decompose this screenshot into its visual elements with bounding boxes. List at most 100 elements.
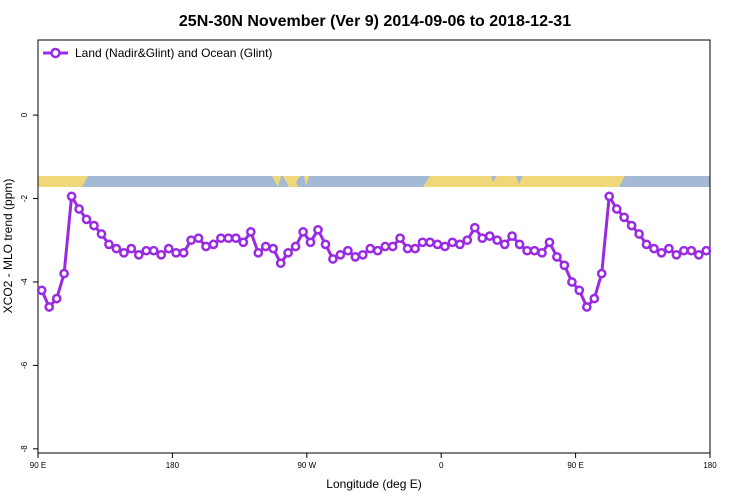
data-point xyxy=(552,252,562,262)
data-point xyxy=(313,224,323,235)
data-point xyxy=(126,243,137,254)
data-point xyxy=(208,239,219,250)
data-point xyxy=(641,239,652,250)
x-axis-title: Longitude (deg E) xyxy=(326,477,421,491)
data-point xyxy=(119,247,129,258)
data-point xyxy=(260,241,271,252)
data-point xyxy=(679,245,689,256)
data-point xyxy=(514,239,525,250)
data-point xyxy=(432,239,443,250)
data-point xyxy=(417,237,428,248)
data-point xyxy=(305,237,316,248)
data-point xyxy=(343,245,353,256)
x-tick-label: 180 xyxy=(166,461,180,470)
plot-frame xyxy=(37,39,711,454)
data-point xyxy=(328,254,338,264)
x-tick-label: 0 xyxy=(439,461,444,470)
data-point xyxy=(253,247,264,258)
ocean-band xyxy=(38,176,710,187)
data-point xyxy=(596,268,607,279)
data-point xyxy=(567,277,577,287)
data-point xyxy=(462,235,473,246)
data-point xyxy=(634,229,644,239)
data-point xyxy=(283,247,293,258)
x-tick-label: 90 W xyxy=(297,461,316,470)
data-point xyxy=(544,237,555,248)
data-point xyxy=(231,233,241,244)
y-tick-label: -8 xyxy=(20,445,29,453)
data-point xyxy=(66,191,77,202)
data-point xyxy=(469,222,480,233)
data-point xyxy=(193,233,204,244)
data-point xyxy=(171,247,181,258)
data-point xyxy=(216,233,226,244)
y-tick-label: -2 xyxy=(20,194,29,202)
x-tick-label: 90 E xyxy=(30,461,46,470)
data-point xyxy=(59,268,69,279)
data-point xyxy=(290,241,301,252)
data-point xyxy=(298,227,308,237)
legend-label: Land (Nadir&Glint) and Ocean (Glint) xyxy=(75,46,272,60)
data-point xyxy=(372,245,383,256)
data-point xyxy=(163,243,174,254)
y-tick-label: 0 xyxy=(20,112,29,117)
data-point xyxy=(201,241,211,252)
data-point xyxy=(425,237,435,248)
data-point xyxy=(477,233,488,244)
data-point xyxy=(223,233,234,244)
data-point xyxy=(178,247,189,258)
data-point xyxy=(499,239,510,250)
data-point xyxy=(395,233,405,244)
data-point xyxy=(186,235,196,246)
data-point xyxy=(402,243,413,254)
data-point xyxy=(238,237,249,248)
data-point xyxy=(44,302,55,312)
data-point xyxy=(268,243,279,254)
data-point xyxy=(81,214,92,225)
data-point xyxy=(649,243,659,254)
data-point xyxy=(440,241,450,252)
chart-title: 25N-30N November (Ver 9) 2014-09-06 to 2… xyxy=(179,13,571,30)
data-point xyxy=(380,241,391,252)
x-tick-label: 180 xyxy=(703,461,717,470)
y-axis-title: XCO2 - MLO trend (ppm) xyxy=(1,179,15,314)
data-point xyxy=(604,191,615,202)
data-point xyxy=(664,243,674,254)
data-point xyxy=(656,247,667,258)
data-point xyxy=(455,239,465,250)
data-point xyxy=(36,285,47,296)
data-point xyxy=(96,229,107,239)
data-point xyxy=(529,245,540,256)
data-point xyxy=(701,245,712,256)
data-point xyxy=(574,285,585,296)
legend-marker xyxy=(50,47,61,59)
data-point xyxy=(275,258,286,269)
data-point xyxy=(626,220,637,231)
data-point xyxy=(335,249,346,260)
data-point xyxy=(447,237,458,248)
data-point xyxy=(104,239,114,250)
data-point xyxy=(350,252,361,262)
data-point xyxy=(148,245,159,256)
data-point xyxy=(74,204,84,214)
y-axis: 0 -2 -4 -6 -8 xyxy=(20,112,38,452)
data-point xyxy=(387,241,398,252)
data-point xyxy=(671,249,682,260)
land-north-america xyxy=(272,176,309,187)
data-point xyxy=(589,293,600,304)
data-point xyxy=(686,245,697,256)
y-tick-label: -4 xyxy=(20,278,29,286)
data-point xyxy=(619,212,629,223)
data-point xyxy=(51,293,62,304)
data-point xyxy=(365,243,376,254)
legend: Land (Nadir&Glint) and Ocean (Glint) xyxy=(43,46,272,60)
data-point xyxy=(245,227,256,237)
data-point xyxy=(611,204,622,214)
data-point xyxy=(537,247,547,258)
land-africa-asia xyxy=(423,176,625,187)
series-layer xyxy=(36,191,712,312)
y-tick-label: -6 xyxy=(20,361,29,369)
data-point xyxy=(507,231,517,241)
x-axis: 90 E 180 90 W 0 90 E 180 xyxy=(30,453,717,470)
